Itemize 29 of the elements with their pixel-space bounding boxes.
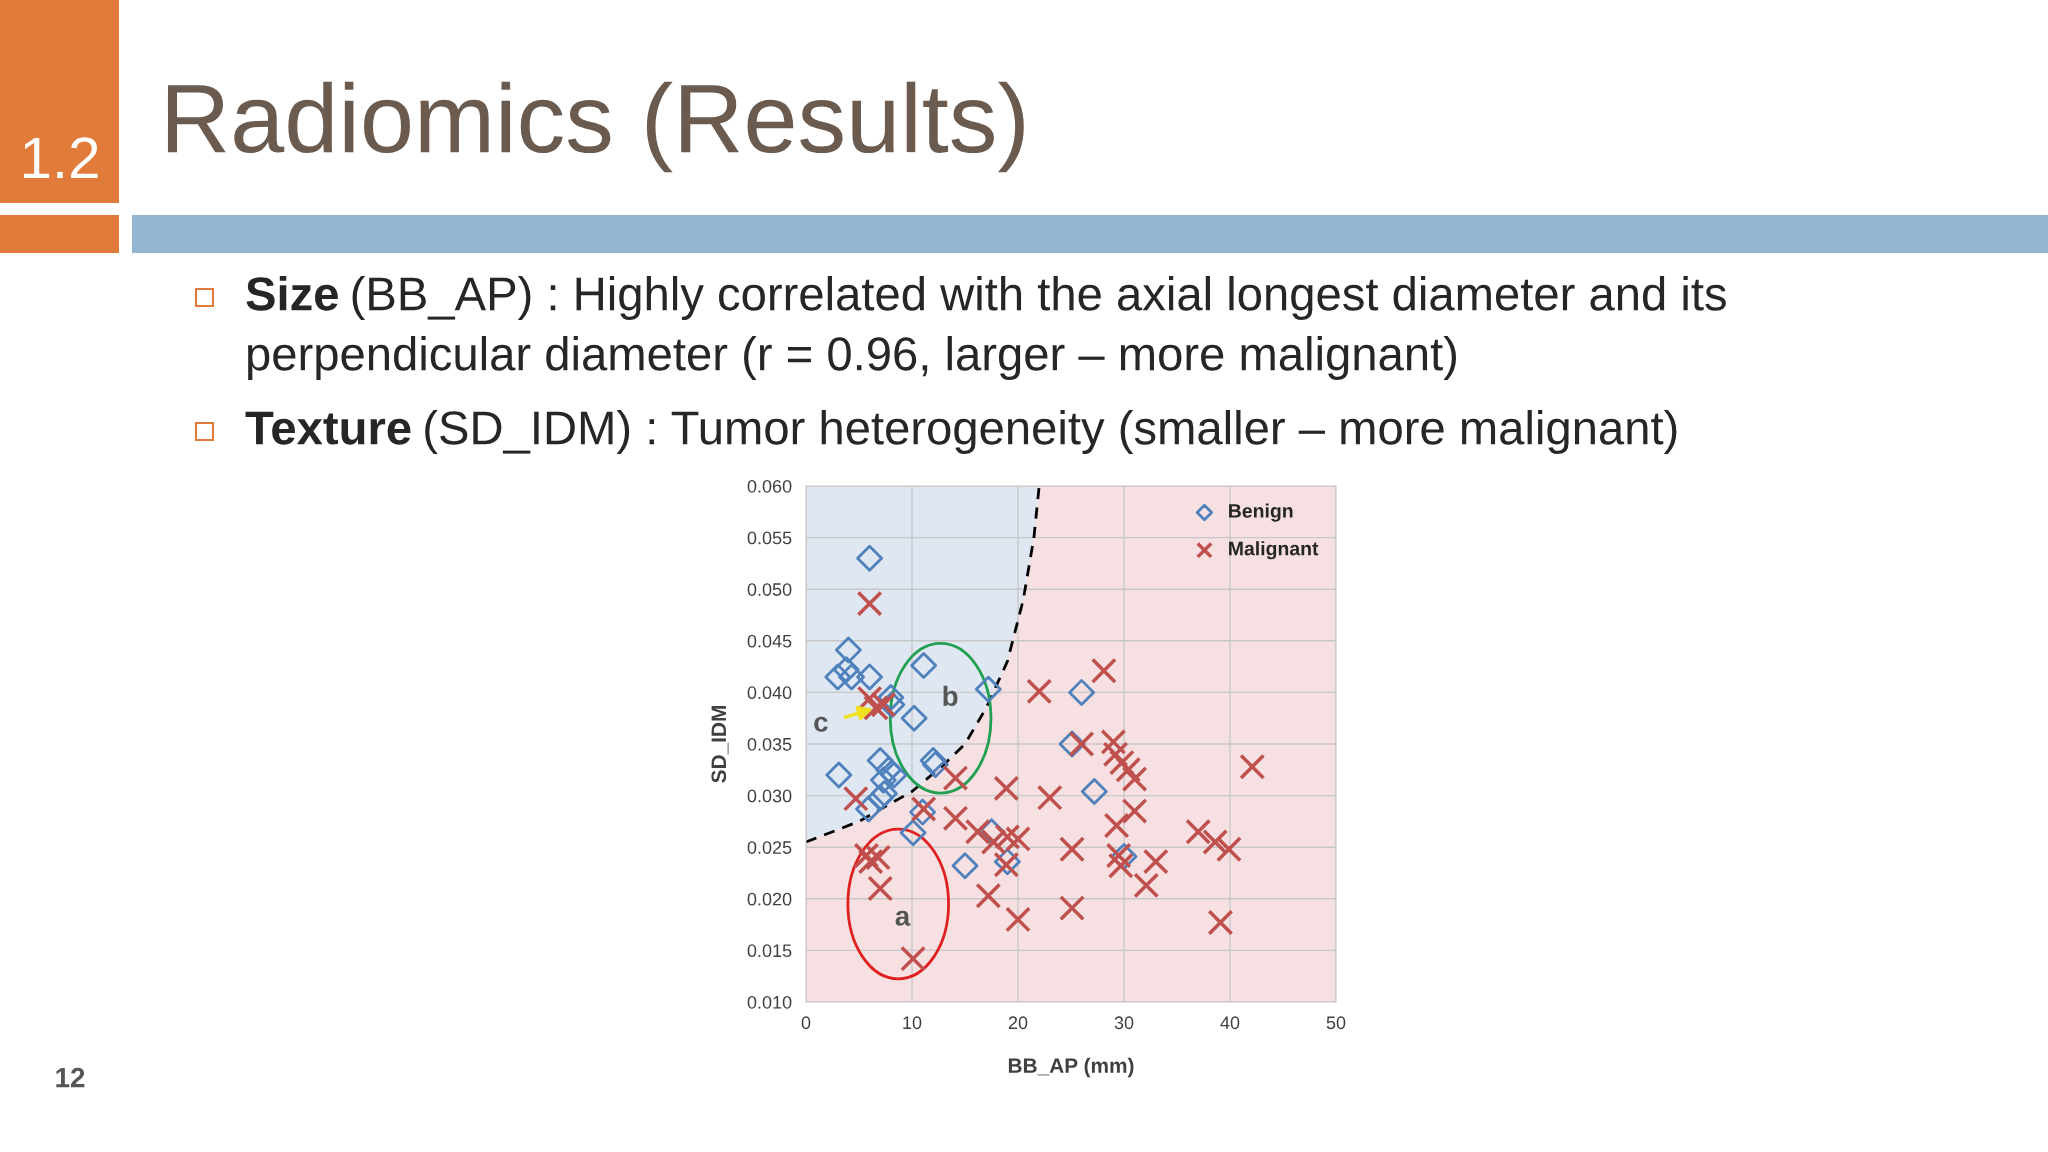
annotation: c (814, 716, 828, 732)
y-tick-label: 0.015 (747, 944, 792, 958)
legend-label: Benign (1229, 503, 1293, 522)
chart-title: Radiomics (Results) (167, 81, 1024, 173)
y-tick-label: 0.020 (747, 892, 792, 906)
text: Size (BB_AP) : Highly correlated with the axial longest diameter and its perpendicular diameter (r = 0.96, larger – more malignant) (246, 275, 1726, 381)
y-tick-label: 0.050 (747, 583, 792, 596)
y-tick-label: 0.010 (747, 995, 792, 1009)
legend-label: Malignant (1229, 541, 1319, 560)
x-tick-label: 20 (1008, 1016, 1028, 1030)
x-tick-label: 40 (1220, 1016, 1240, 1030)
y-axis-title: SD_IDM (711, 706, 729, 783)
x-axis-title: BB_AP (mm) (1008, 1057, 1134, 1078)
x-tick-label: 30 (1114, 1016, 1134, 1030)
text: 1.2 (23, 137, 98, 179)
y-tick-label: 0.060 (747, 479, 792, 493)
y-tick-label: 0.040 (747, 686, 792, 700)
y-tick-label: 0.030 (747, 789, 792, 803)
x-tick-label: 0 (801, 1016, 811, 1030)
y-tick-label: 0.035 (747, 737, 792, 751)
annotation: b (943, 685, 958, 707)
y-tick-label: 0.055 (747, 531, 792, 545)
annotation: a (895, 910, 911, 926)
text: 12 (56, 1067, 85, 1088)
x-tick-label: 50 (1326, 1016, 1346, 1030)
text: Texture (SD_IDM) : Tumor heterogeneity (smaller – more malignant) (245, 409, 1677, 455)
y-tick-label: 0.025 (747, 841, 792, 854)
x-tick-label: 10 (903, 1016, 922, 1030)
y-tick-label: 0.045 (747, 634, 792, 648)
